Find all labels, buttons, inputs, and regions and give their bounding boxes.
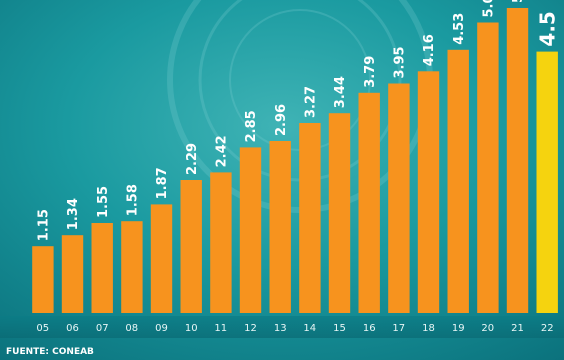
x-tick-18: 18: [422, 323, 435, 334]
bar-07: [91, 223, 113, 313]
x-tick-13: 13: [274, 323, 287, 334]
value-label-10: 2.29: [185, 143, 200, 175]
value-labels-layer: 1.15 1.34 1.55 1.58 1.87 2.29 2.42 2.85 2.96 3.27…: [37, 0, 560, 241]
value-label-14: 3.27: [304, 86, 319, 118]
bar-21: [506, 8, 529, 313]
value-label-07: 1.55: [96, 186, 111, 218]
bar-17: [388, 83, 410, 313]
value-label-19: 4.53: [452, 13, 467, 45]
value-label-17: 3.95: [393, 46, 408, 78]
bar-06: [61, 235, 84, 313]
bar-15: [328, 113, 351, 313]
x-tick-12: 12: [244, 323, 257, 334]
x-tick-19: 19: [452, 323, 465, 334]
bar-18: [417, 71, 440, 313]
bar-09: [150, 204, 173, 313]
x-tick-14: 14: [303, 323, 316, 334]
value-label-16: 3.79: [363, 56, 378, 88]
x-tick-07: 07: [96, 323, 109, 334]
value-label-22: 4.5: [535, 11, 559, 46]
x-tick-15: 15: [333, 323, 346, 334]
source-note: FUENTE: CONEAB: [6, 347, 94, 357]
value-label-11: 2.42: [215, 135, 230, 167]
value-label-05: 1.15: [37, 209, 52, 241]
value-label-21: 5: [511, 0, 526, 3]
value-label-18: 4.16: [422, 34, 437, 66]
x-tick-11: 11: [214, 323, 227, 334]
value-label-15: 3.44: [333, 76, 348, 108]
value-label-20: 5.0: [482, 0, 497, 18]
value-label-13: 2.96: [274, 104, 289, 136]
x-tick-21: 21: [511, 323, 524, 334]
bar-14: [299, 123, 321, 313]
value-label-09: 1.87: [155, 167, 170, 199]
x-tick-17: 17: [392, 323, 405, 334]
bar-22: [536, 51, 558, 313]
tick-labels-layer: 05 06 07 08 09 10 11 12 13 14 15 16 17 18 19 20 21 22: [36, 323, 553, 334]
source-note-text: FUENTE: CONEAB: [6, 347, 94, 357]
bar-11: [210, 172, 232, 313]
x-tick-05: 05: [36, 323, 49, 334]
value-label-08: 1.58: [126, 184, 141, 216]
bar-10: [180, 180, 202, 313]
value-label-12: 2.85: [244, 110, 259, 142]
x-tick-16: 16: [363, 323, 376, 334]
bar-05: [32, 246, 54, 313]
value-label-06: 1.34: [66, 198, 81, 230]
bar-08: [121, 221, 143, 313]
bar-19: [447, 49, 469, 314]
x-tick-09: 09: [155, 323, 168, 334]
x-tick-06: 06: [66, 323, 79, 334]
x-tick-20: 20: [481, 323, 494, 334]
x-tick-10: 10: [185, 323, 198, 334]
x-tick-22: 22: [541, 323, 554, 334]
bar-12: [239, 147, 262, 313]
bar-13: [269, 141, 291, 313]
bar-20: [477, 22, 499, 313]
axis-band: [0, 316, 564, 338]
x-tick-08: 08: [125, 323, 138, 334]
bars-layer: [32, 8, 558, 314]
bar-16: [358, 92, 380, 313]
